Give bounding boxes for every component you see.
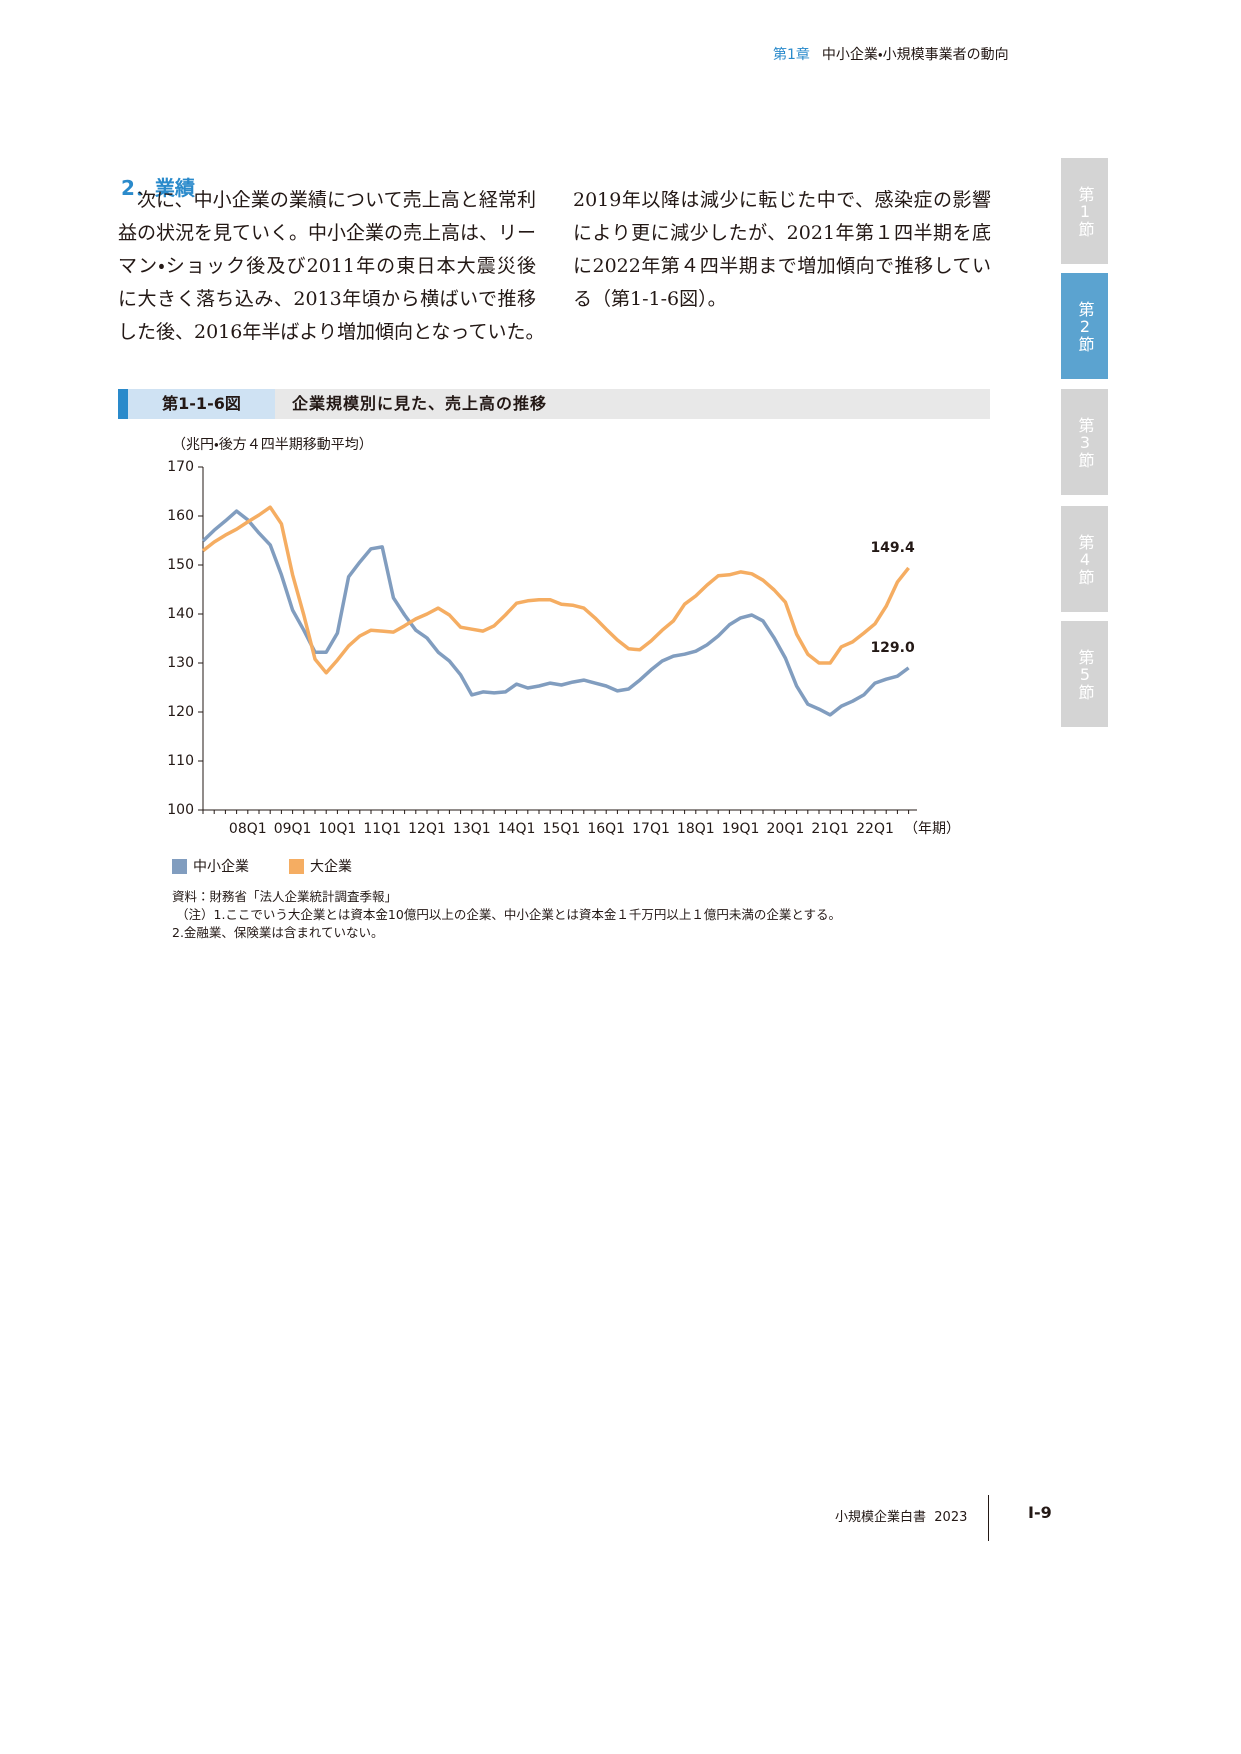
y-tick-label: 130: [167, 655, 194, 671]
x-tick-label: 14Q1: [498, 821, 536, 837]
x-tick-label: 15Q1: [543, 821, 581, 837]
footer-rule: [988, 1495, 989, 1541]
text-line: 2019年以降は減少に転じた中で、感染症の影響: [573, 189, 991, 211]
x-tick-label: 18Q1: [677, 821, 715, 837]
x-tick-label: 11Q1: [363, 821, 401, 837]
x-tick-label: 22Q1: [856, 821, 894, 837]
book-year: 2023: [934, 1510, 968, 1525]
side-tab: 第4節: [1061, 506, 1108, 612]
figure-number: 第1-1-6図: [128, 389, 275, 419]
side-tab: 第3節: [1061, 389, 1108, 495]
text-column: 次に、中小企業の業績について売上高と経常利益の状況を見ていく。中小企業の売上高は…: [118, 184, 545, 349]
legend-item: 大企業: [289, 856, 352, 876]
y-tick-label: 110: [167, 753, 194, 769]
value-label: 149.4: [870, 540, 915, 556]
section-heading: 2．業績: [121, 176, 195, 200]
x-tick-label: 10Q1: [319, 821, 357, 837]
y-tick-label: 170: [167, 459, 194, 475]
notes: 資料：財務省「法人企業統計調査季報」 （注）1.ここでいう大企業とは資本金10億円…: [172, 888, 841, 942]
x-tick-label: 13Q1: [453, 821, 491, 837]
legend-swatch: [172, 858, 187, 874]
x-axis-label: （年期）: [904, 821, 960, 837]
side-tab: 第2節: [1061, 273, 1108, 379]
note-line: 2.金融業、保険業は含まれていない。: [172, 925, 384, 940]
series-line: [201, 509, 910, 717]
x-tick-label: 20Q1: [767, 821, 805, 837]
y-axis-label: （兆円・後方４四半期移動平均）: [172, 437, 373, 453]
running-header: 第1章 中小企業・小規模事業者の動向: [773, 44, 1009, 64]
legend-label: 大企業: [310, 859, 352, 875]
figure-bar: 第1-1-6図 企業規模別に見た、売上高の推移: [118, 389, 990, 419]
side-tab-label: 第1節: [1075, 185, 1095, 237]
legend: 中小企業 大企業: [172, 856, 392, 878]
figure-title: 企業規模別に見た、売上高の推移: [292, 394, 548, 413]
text-line: る（第1-1-6図）。: [573, 288, 727, 310]
footer-title: 小規模企業白書 2023: [835, 1506, 967, 1525]
side-tab: 第1節: [1061, 158, 1108, 264]
chapter-title: 中小企業・小規模事業者の動向: [821, 47, 1009, 63]
y-tick-label: 150: [167, 557, 194, 573]
chart: （兆円・後方４四半期移動平均） 100 110 120 130 140 150 160 170 0…: [167, 437, 960, 837]
x-tick-label: 08Q1: [229, 821, 267, 837]
x-tick-label: 16Q1: [587, 821, 625, 837]
side-tab-label: 第2節: [1075, 300, 1095, 352]
text-line: マン・ショック後及び2011年の東日本大震災後: [118, 255, 536, 277]
figure-strip: [118, 389, 128, 419]
y-tick-label: 160: [167, 508, 194, 524]
legend-label: 中小企業: [193, 859, 249, 875]
text-column: 2019年以降は減少に転じた中で、感染症の影響 により更に減少したが、2021年第…: [573, 184, 991, 316]
note-line: （注）1.ここでいう大企業とは資本金10億円以上の企業、中小企業とは資本金１千万…: [176, 907, 841, 922]
x-tick-label: 12Q1: [408, 821, 446, 837]
text-line: に大きく落ち込み、2013年頃から横ばいで推移: [118, 288, 536, 310]
x-tick-label: 21Q1: [811, 821, 849, 837]
side-tab-label: 第5節: [1075, 648, 1095, 700]
y-tick-label: 140: [167, 606, 194, 622]
value-label: 129.0: [870, 640, 915, 656]
chapter-label: 第1章: [773, 47, 810, 63]
x-tick-label: 17Q1: [632, 821, 670, 837]
legend-item: 中小企業: [172, 856, 249, 876]
text-line: した後、2016年半ばより増加傾向となっていた。: [118, 321, 545, 343]
side-tab: 第5節: [1061, 621, 1108, 727]
legend-swatch: [289, 858, 304, 874]
x-tick-label: 19Q1: [722, 821, 760, 837]
side-tab-label: 第4節: [1075, 533, 1095, 585]
text-line: により更に減少したが、2021年第１四半期を底: [573, 222, 991, 244]
text-line: 次に、中小企業の業績について売上高と経常利: [137, 189, 536, 211]
page-number: Ⅰ-9: [1028, 1503, 1052, 1522]
series-line: [201, 505, 910, 675]
x-tick-label: 09Q1: [274, 821, 312, 837]
text-line: に2022年第４四半期まで増加傾向で推移してい: [573, 255, 991, 277]
note-line: 資料：財務省「法人企業統計調査季報」: [172, 889, 398, 904]
y-tick-label: 100: [167, 802, 194, 818]
y-tick-label: 120: [167, 704, 194, 720]
side-tab-label: 第3節: [1075, 416, 1095, 468]
book-title: 小規模企業白書: [835, 1510, 927, 1525]
text-line: 益の状況を見ていく。中小企業の売上高は、リー: [118, 222, 537, 244]
